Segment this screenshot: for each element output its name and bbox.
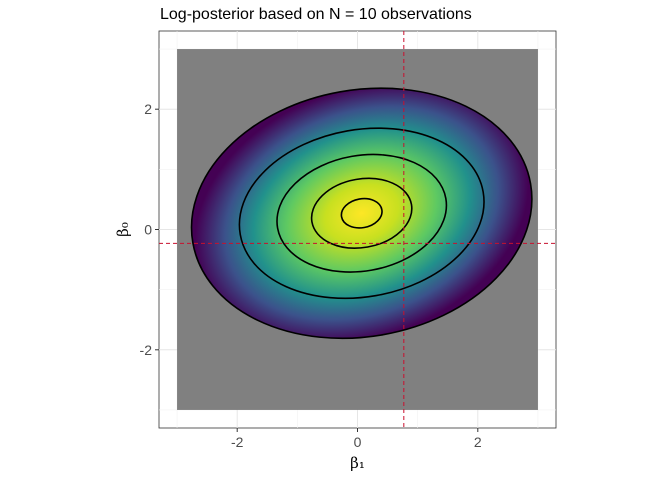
x-axis-ticks: -2 0 2 (231, 428, 482, 450)
contour-line (340, 197, 383, 229)
contour-line (310, 177, 413, 249)
chart-title: Log-posterior based on N = 10 observatio… (160, 6, 472, 23)
y-tick-label: 0 (144, 222, 152, 238)
posterior-density (191, 88, 532, 339)
x-tick-label: 0 (354, 434, 362, 450)
contour-line (190, 87, 533, 340)
y-axis-ticks: -2 0 2 (140, 101, 159, 358)
x-tick-label: -2 (231, 434, 244, 450)
contour-line (276, 153, 448, 273)
contour-line (238, 127, 485, 300)
contour-lines (190, 87, 533, 340)
y-tick-label: -2 (140, 342, 153, 358)
y-tick-label: 2 (144, 101, 152, 117)
x-axis-label: β₁ (350, 454, 365, 472)
x-tick-label: 2 (474, 434, 482, 450)
y-axis-label: β₀ (114, 222, 132, 237)
